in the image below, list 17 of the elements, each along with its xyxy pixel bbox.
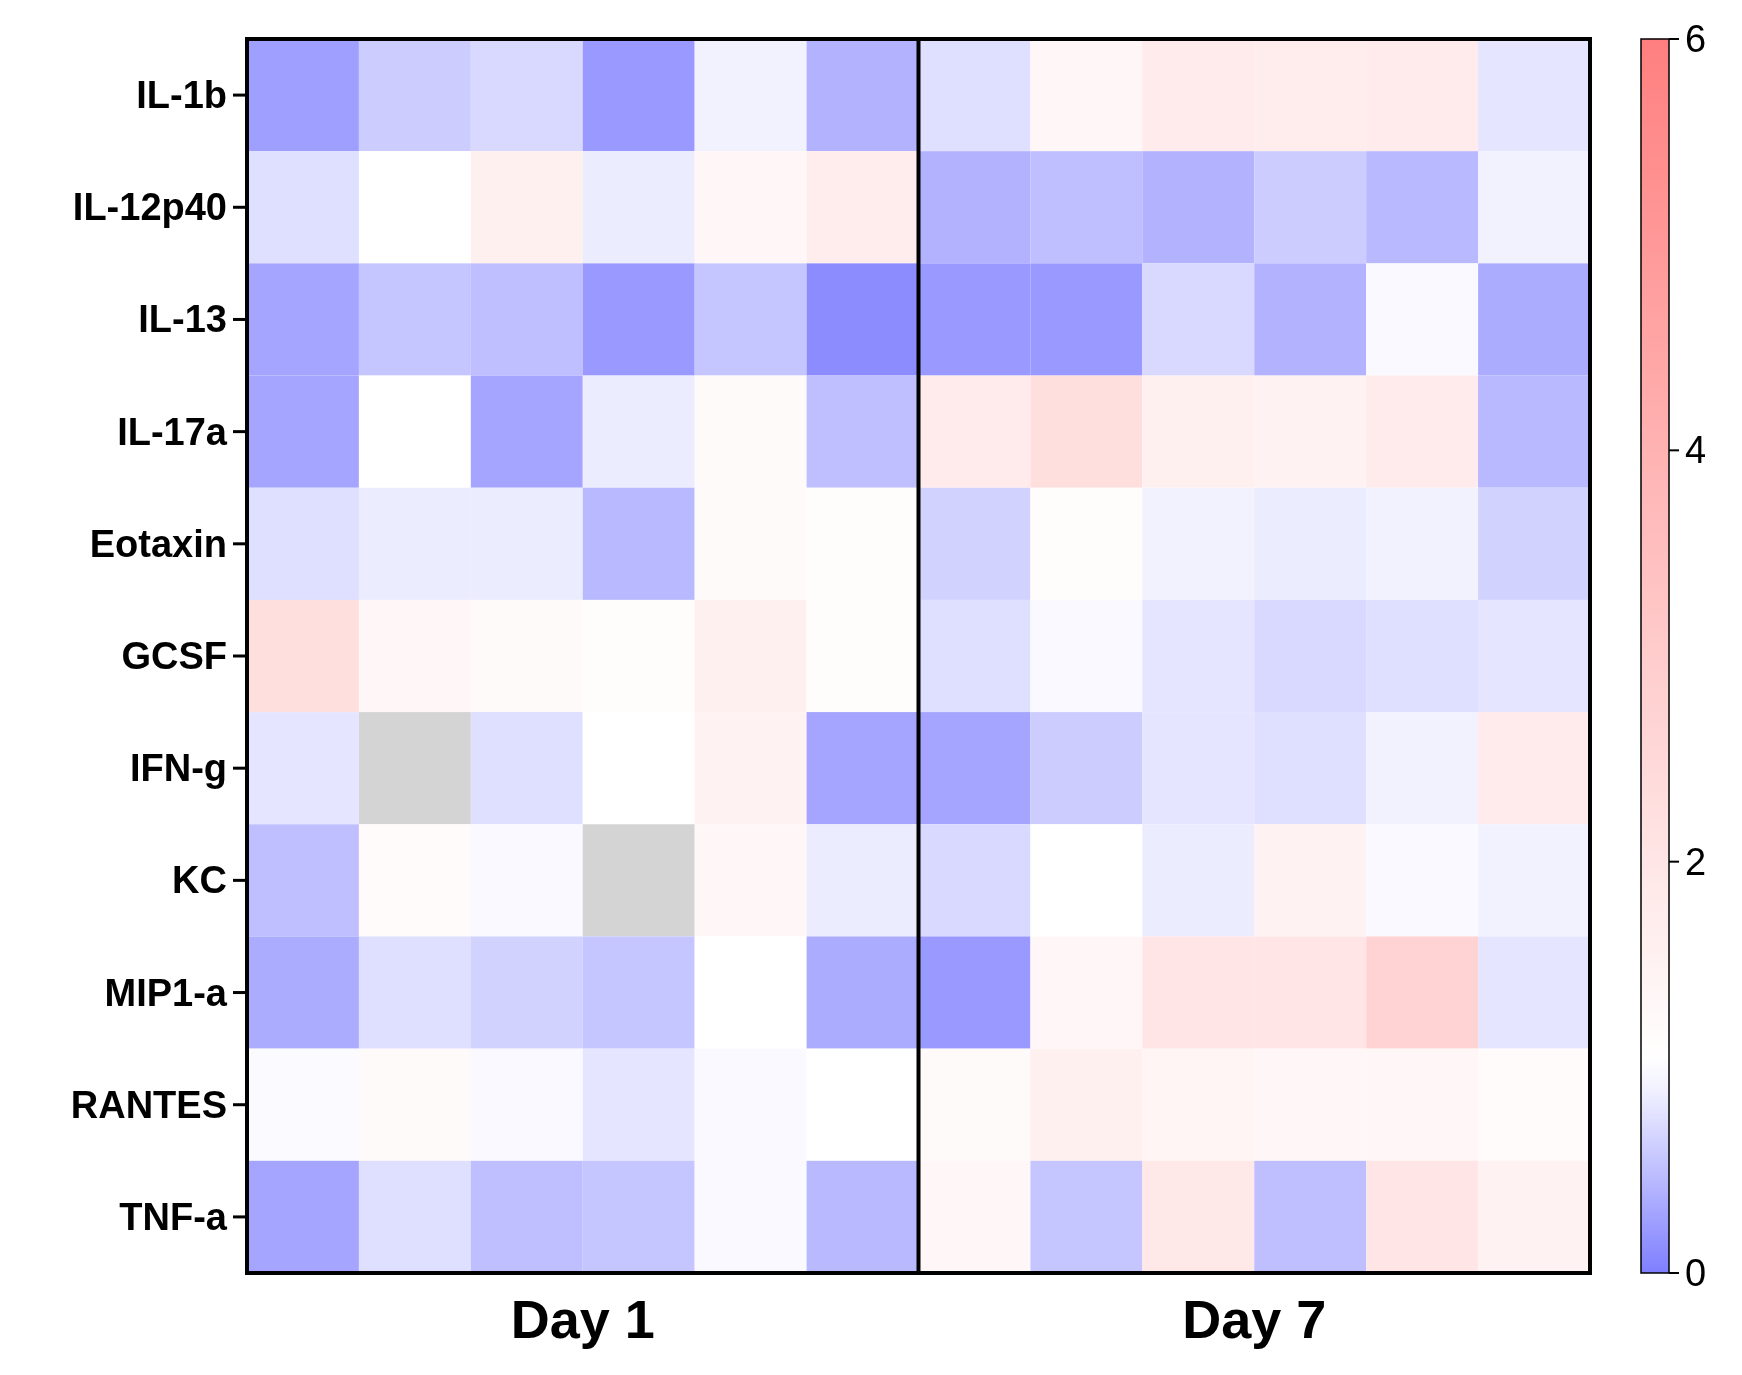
text: Day 7 bbox=[1182, 1289, 1327, 1349]
y-tick-label: GCSF bbox=[121, 635, 227, 677]
y-tick-label: IL-12p40 bbox=[72, 186, 227, 229]
color-bar-label: 4 bbox=[1685, 429, 1707, 472]
y-tick-label: MIP1-a bbox=[104, 971, 228, 1014]
y-tick-label: IL-1b bbox=[136, 74, 227, 117]
color-bar-label: 0 bbox=[1685, 1252, 1707, 1294]
y-tick-label: Eotaxin bbox=[89, 522, 227, 565]
color-bar-label: 6 bbox=[1685, 18, 1707, 60]
y-tick-label: KC bbox=[172, 859, 227, 902]
color-bar-label: 2 bbox=[1685, 840, 1707, 883]
y-tick-label: TNF-a bbox=[119, 1195, 228, 1238]
text: Day 1 bbox=[510, 1289, 655, 1349]
y-tick-label: IL-17a bbox=[117, 410, 228, 453]
y-tick-label: IL-13 bbox=[138, 298, 227, 341]
y-tick-label: IFN-g bbox=[129, 747, 227, 790]
y-tick-label: RANTES bbox=[70, 1083, 227, 1126]
